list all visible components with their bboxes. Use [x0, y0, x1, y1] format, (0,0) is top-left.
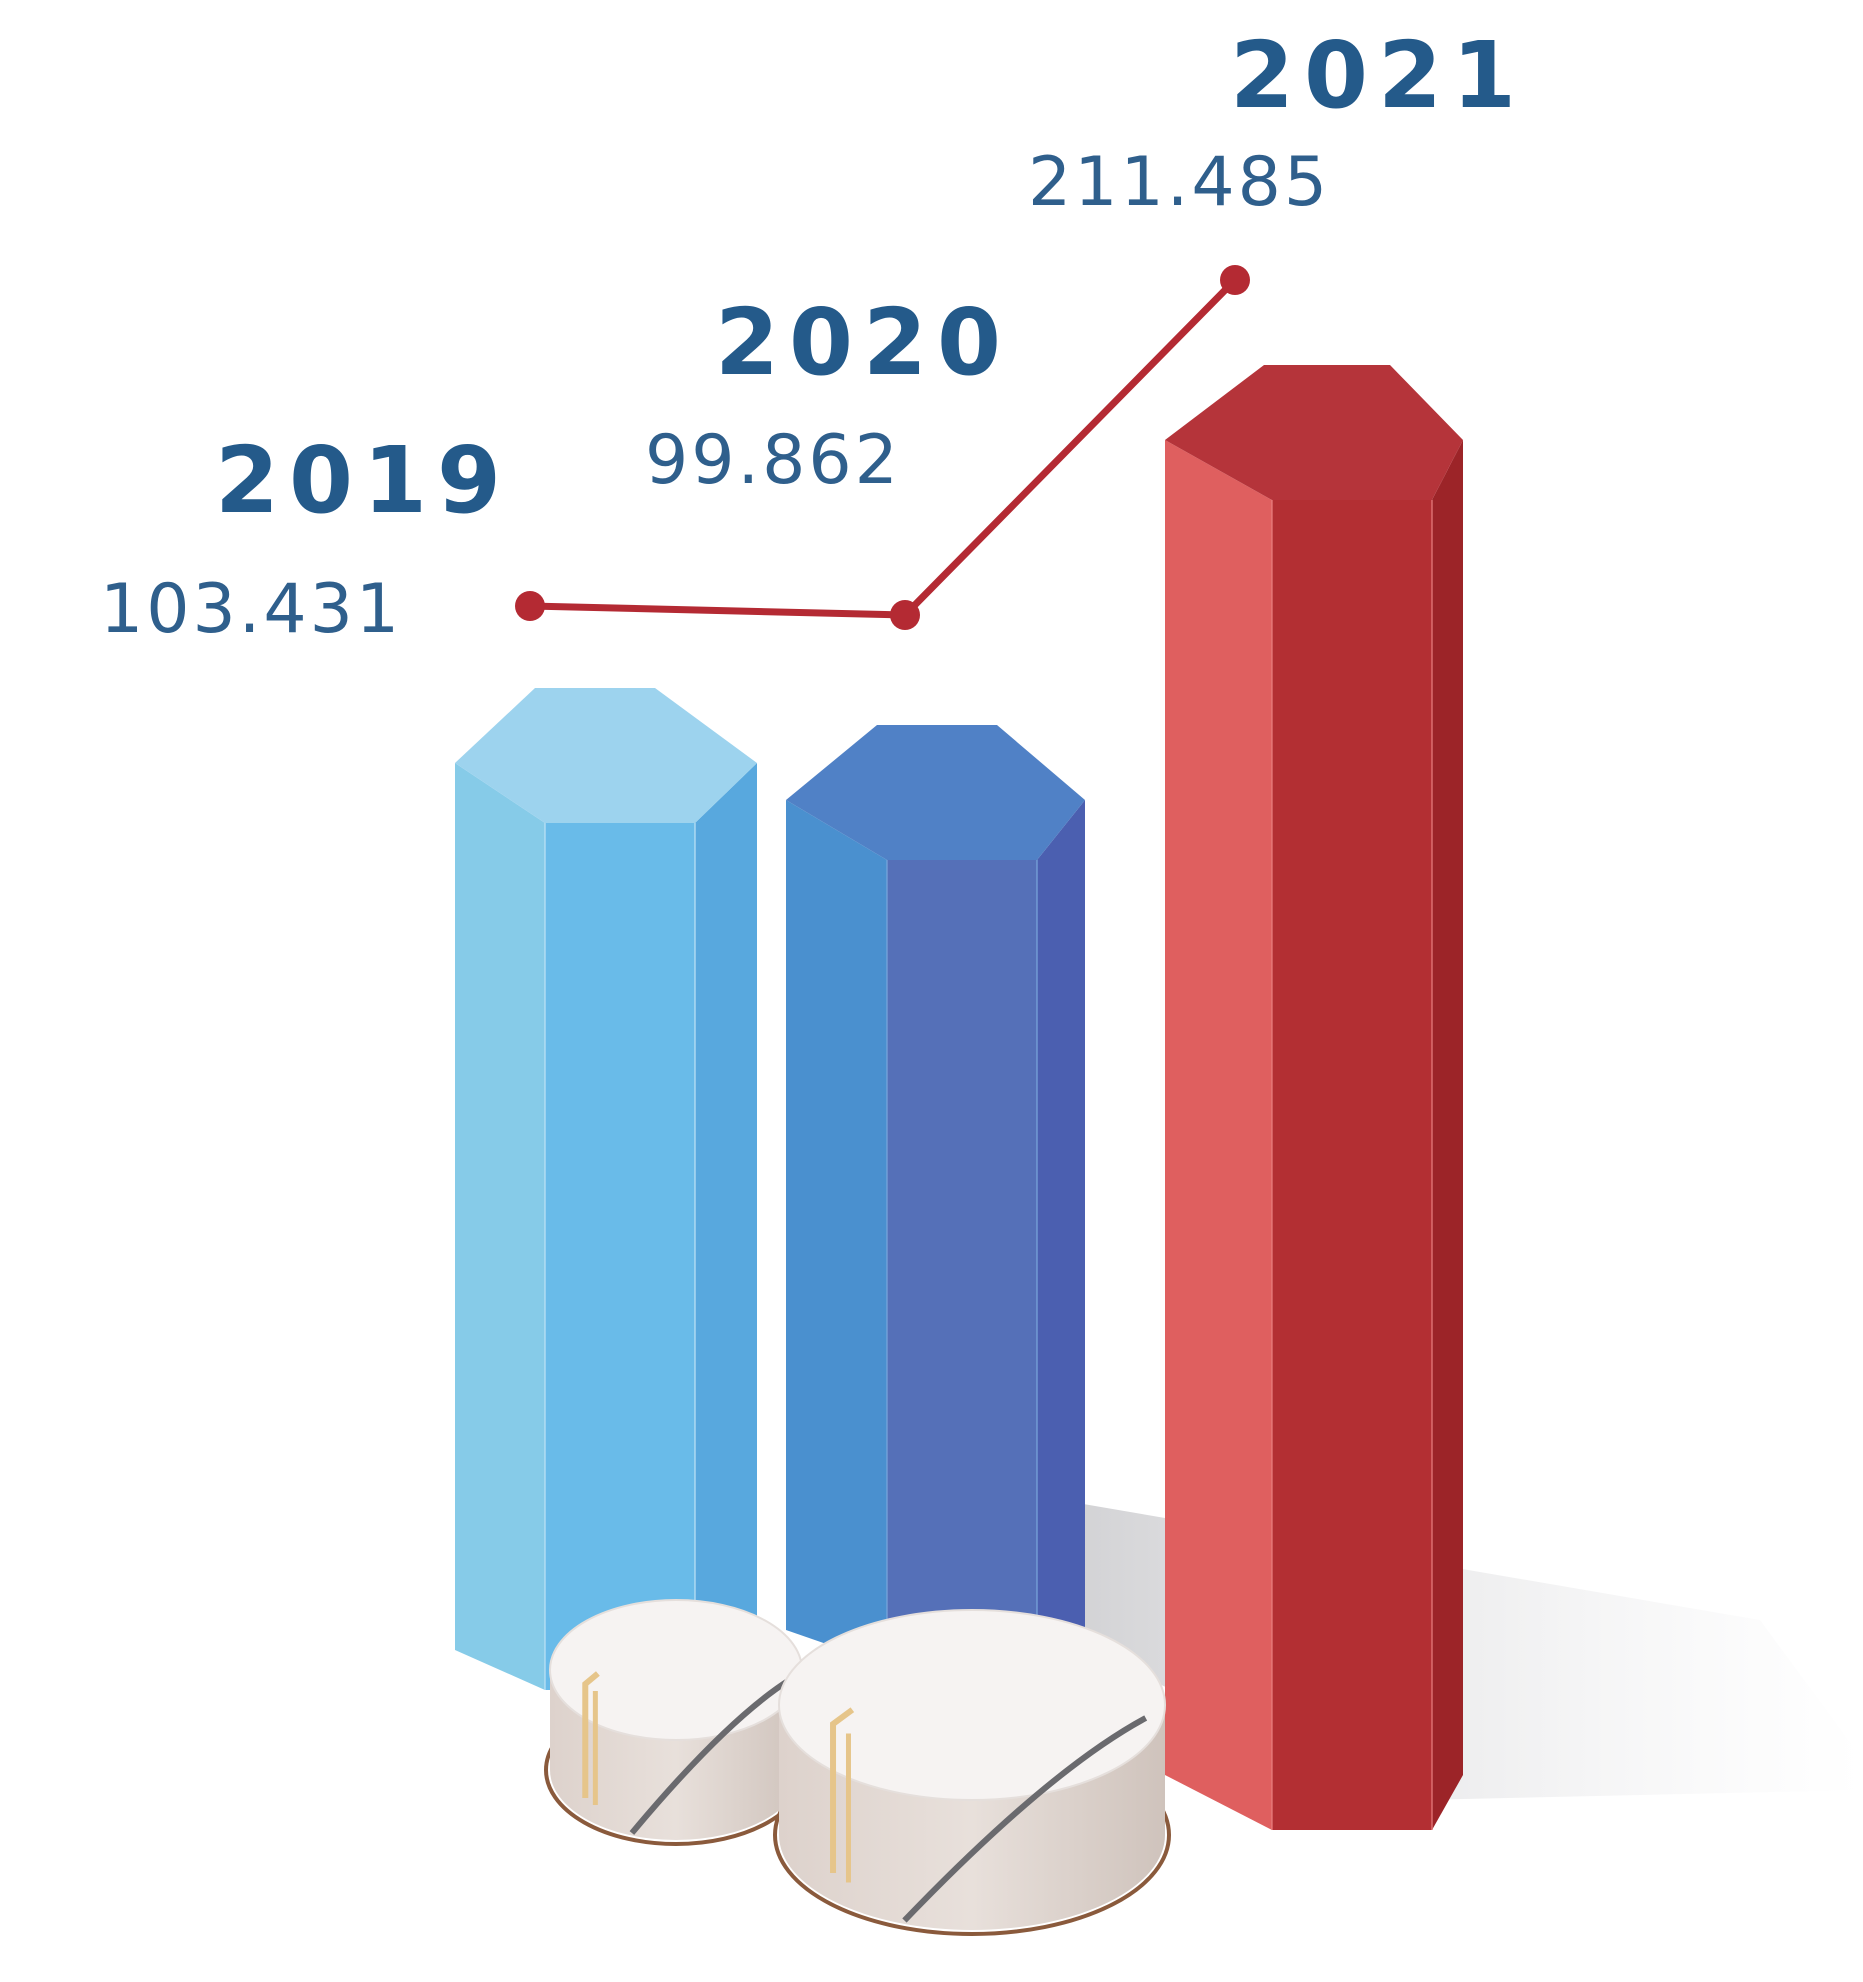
bar-2019 — [455, 688, 757, 1690]
bar-face-right — [695, 763, 757, 1690]
storage-tank — [775, 1610, 1169, 1934]
bar-face-left — [786, 800, 887, 1665]
value-label-2019: 103.431 — [100, 570, 402, 649]
bar-face-right — [1432, 440, 1463, 1830]
bar-2020 — [786, 725, 1085, 1665]
storage-tanks-decoration — [546, 1600, 1169, 1934]
bar-face-front — [1272, 500, 1432, 1830]
category-label-2021: 2021 — [1230, 22, 1526, 129]
trend-point-2019 — [515, 591, 545, 621]
bar-face-left — [455, 763, 545, 1690]
trend-point-2021 — [1220, 265, 1250, 295]
trend-point-2020 — [890, 600, 920, 630]
tank-roof — [779, 1610, 1165, 1800]
category-label-2020: 2020 — [715, 289, 1011, 396]
bar-2021 — [1165, 365, 1463, 1830]
bar-face-right — [1037, 800, 1085, 1665]
value-label-2021: 211.485 — [1028, 143, 1330, 222]
bar-face-front — [545, 823, 695, 1690]
storage-tank — [546, 1600, 806, 1844]
value-label-2020: 99.862 — [645, 421, 901, 500]
bar-face-front — [887, 860, 1037, 1665]
bar-face-left — [1165, 440, 1272, 1830]
category-label-2019: 2019 — [215, 427, 511, 534]
